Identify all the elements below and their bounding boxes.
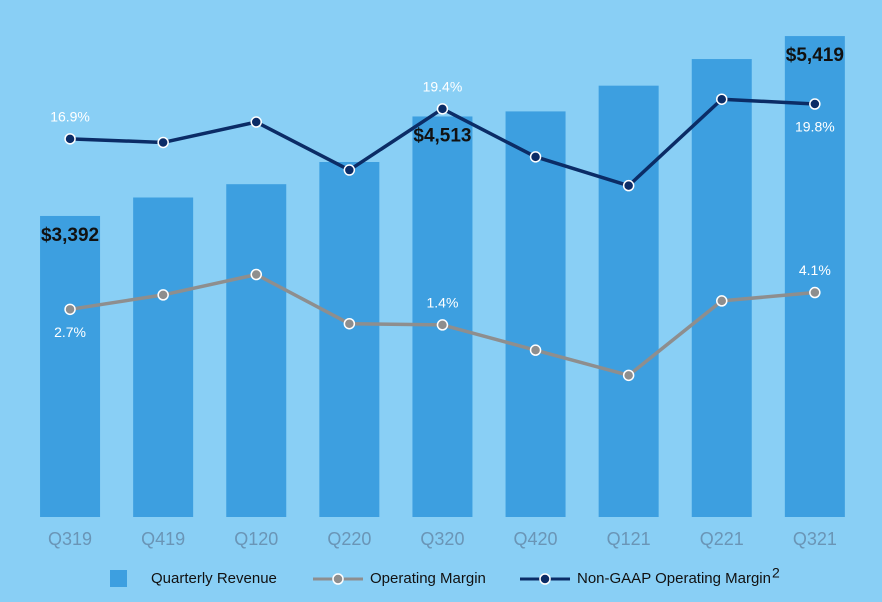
x-tick-label: Q320 bbox=[420, 529, 464, 549]
legend-footnote: 2 bbox=[772, 565, 780, 581]
bar bbox=[691, 59, 752, 518]
x-tick-label: Q220 bbox=[327, 529, 371, 549]
bar bbox=[133, 197, 194, 517]
bar bbox=[505, 111, 566, 517]
line-marker bbox=[622, 369, 635, 382]
line-marker bbox=[250, 268, 262, 281]
bar-value-label: $5,419 bbox=[786, 45, 844, 66]
line-marker bbox=[343, 317, 356, 330]
x-tick-label: Q319 bbox=[48, 529, 92, 549]
legend-label: Non-GAAP Operating Margin bbox=[577, 570, 771, 587]
bar bbox=[40, 215, 101, 517]
line-value-label: 19.8% bbox=[795, 119, 835, 135]
line-marker bbox=[809, 98, 821, 110]
x-tick-label: Q420 bbox=[514, 529, 558, 549]
line-marker bbox=[64, 133, 76, 145]
legend-marker bbox=[539, 573, 551, 585]
bar bbox=[412, 116, 473, 517]
legend-marker bbox=[332, 573, 344, 585]
line-value-label: 1.4% bbox=[426, 295, 458, 311]
line-marker bbox=[809, 286, 821, 299]
line-value-label: 19.4% bbox=[423, 79, 463, 95]
x-tick-label: Q121 bbox=[607, 529, 651, 549]
line-marker bbox=[64, 303, 76, 316]
bar-value-label: $4,513 bbox=[413, 125, 471, 146]
line-marker bbox=[622, 179, 635, 192]
line-marker bbox=[436, 319, 449, 331]
line-value-label: 4.1% bbox=[799, 262, 831, 278]
line-marker bbox=[250, 116, 262, 128]
x-tick-label: Q120 bbox=[234, 529, 278, 549]
x-tick-label: Q321 bbox=[793, 529, 837, 549]
line-value-label: 16.9% bbox=[50, 109, 90, 125]
line-marker bbox=[716, 295, 728, 307]
line-marker bbox=[436, 103, 449, 115]
bar bbox=[226, 184, 287, 517]
bar-value-label: $3,392 bbox=[41, 225, 99, 246]
line-marker bbox=[529, 151, 542, 163]
legend: Quarterly Revenue Operating Margin Non-GAA… bbox=[110, 565, 780, 587]
bar bbox=[784, 36, 845, 517]
line-marker bbox=[157, 289, 169, 301]
bar bbox=[598, 85, 659, 518]
x-tick-label: Q221 bbox=[700, 529, 744, 549]
line-value-label: 2.7% bbox=[54, 324, 86, 340]
line-marker bbox=[716, 93, 728, 105]
line-marker bbox=[343, 164, 356, 176]
legend-swatch bbox=[110, 570, 127, 587]
bar bbox=[319, 162, 380, 517]
x-tick-label: Q419 bbox=[141, 529, 185, 549]
line-marker bbox=[157, 136, 169, 149]
line-marker bbox=[529, 344, 542, 356]
legend-label: Quarterly Revenue bbox=[151, 570, 277, 587]
legend-label: Operating Margin bbox=[370, 570, 486, 587]
